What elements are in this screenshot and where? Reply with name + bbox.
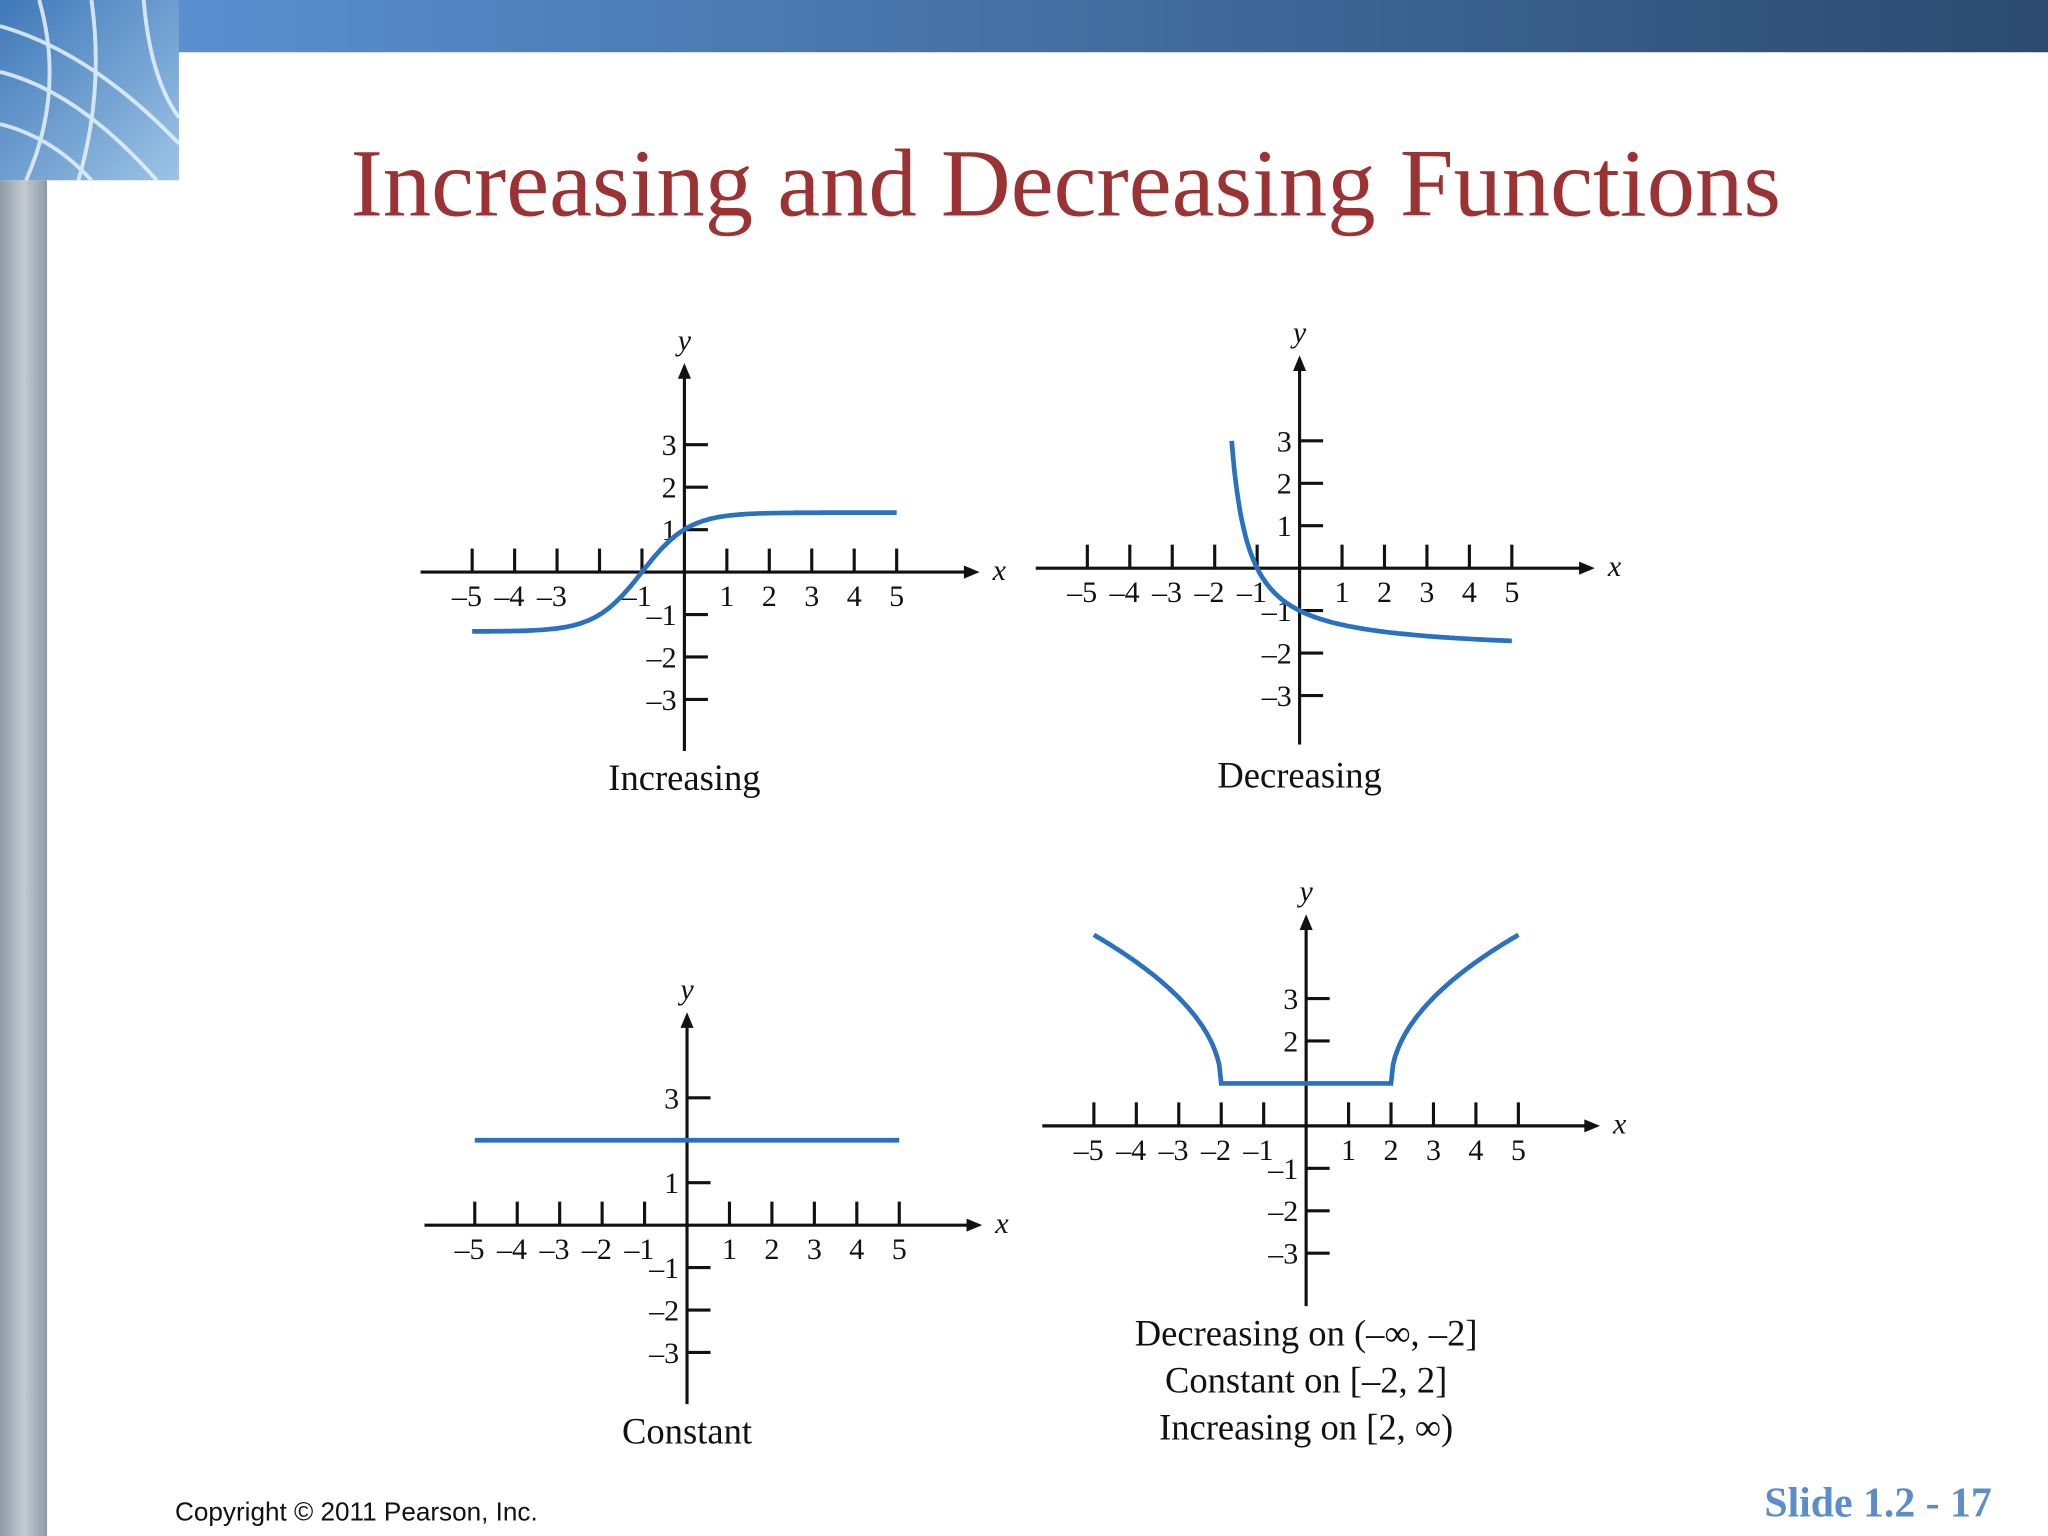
caption: Decreasing	[1217, 755, 1381, 796]
y-arrow	[1293, 355, 1307, 371]
y-tick-label: –1	[1267, 1153, 1298, 1186]
y-tick-label: 2	[1283, 1025, 1298, 1058]
x-arrow	[1579, 561, 1595, 575]
x-tick-label: –1	[1242, 1134, 1273, 1167]
x-tick-label: 5	[1511, 1134, 1526, 1167]
y-axis-label: y	[677, 973, 694, 1006]
y-tick-label: 3	[664, 1082, 679, 1115]
y-tick-label: –2	[1267, 1195, 1298, 1228]
x-tick-label: –5	[454, 1233, 485, 1266]
side-bar	[0, 180, 48, 1536]
x-tick-label: 4	[847, 580, 862, 613]
copyright: Copyright © 2011 Pearson, Inc.	[175, 1496, 538, 1526]
y-tick-label: 2	[662, 472, 677, 505]
x-tick-label: –3	[1158, 1134, 1189, 1167]
x-axis-label: x	[992, 554, 1007, 587]
x-tick-label: –1	[1236, 576, 1267, 609]
x-tick-label: 3	[804, 580, 819, 613]
y-tick-label: 3	[662, 429, 677, 462]
x-axis-label: x	[994, 1207, 1009, 1240]
x-tick-label: 4	[1468, 1134, 1483, 1167]
x-tick-label: 4	[849, 1233, 864, 1266]
y-tick-label: –3	[1261, 680, 1292, 713]
y-tick-label: 3	[1277, 425, 1292, 458]
graph: xy–5 –4 –3 –2 –1 1 2 3 4 531–1–2–3	[424, 973, 1009, 1405]
x-tick-label: –1	[623, 1233, 654, 1266]
y-tick-label: –2	[1261, 638, 1292, 671]
x-tick-label: –4	[1115, 1134, 1146, 1167]
x-tick-label: 2	[762, 580, 777, 613]
x-axis-label: x	[1612, 1108, 1627, 1141]
y-arrow	[680, 1012, 694, 1028]
x-tick-label: –1	[621, 580, 652, 613]
caption: Increasing	[608, 757, 760, 798]
x-tick-label: 2	[1384, 1134, 1399, 1167]
x-tick-label: 2	[764, 1233, 779, 1266]
y-tick-label: –2	[646, 641, 677, 674]
x-tick-label: –2	[581, 1233, 612, 1266]
caption: Decreasing on (–∞, –2]	[1135, 1312, 1478, 1353]
y-tick-label: –3	[646, 684, 677, 717]
x-tick-label: –2	[1193, 576, 1224, 609]
x-tick-label: 5	[889, 580, 904, 613]
x-arrow	[1584, 1119, 1600, 1133]
x-tick-label: 1	[1341, 1134, 1356, 1167]
y-tick-label: 1	[1277, 510, 1292, 543]
slide-title: Increasing and Decreasing Functions	[351, 130, 1781, 237]
x-tick-label: 2	[1377, 576, 1392, 609]
x-tick-label: –5	[1073, 1134, 1104, 1167]
x-tick-label: 1	[1335, 576, 1350, 609]
y-tick-label: –3	[1267, 1238, 1298, 1271]
corner-picture	[0, 0, 181, 182]
y-axis-label: y	[1296, 875, 1313, 908]
x-tick-label: –3	[538, 1233, 569, 1266]
x-tick-label: –4	[496, 1233, 527, 1266]
x-tick-label: 1	[719, 580, 734, 613]
y-tick-label: 3	[1283, 983, 1298, 1016]
x-tick-label: –4	[493, 580, 524, 613]
y-tick-label: –2	[648, 1294, 679, 1327]
x-tick-label: –5	[1066, 576, 1097, 609]
y-arrow	[677, 363, 691, 379]
slide-number: Slide 1.2 - 17	[1764, 1480, 1992, 1526]
x-tick-label: 1	[722, 1233, 737, 1266]
y-axis-label: y	[1290, 316, 1307, 349]
y-tick-label: –1	[648, 1252, 679, 1285]
x-arrow	[966, 1218, 983, 1232]
x-tick-label: –5	[451, 580, 482, 613]
x-tick-label: 4	[1462, 576, 1477, 609]
y-tick-label: –1	[1261, 595, 1292, 628]
top-bar	[176, 0, 2048, 53]
y-tick-label: 2	[1277, 468, 1292, 501]
x-tick-label: –3	[1151, 576, 1182, 609]
y-tick-label: –3	[648, 1337, 679, 1370]
caption: Constant on [–2, 2]	[1165, 1359, 1447, 1400]
x-tick-label: 3	[1419, 576, 1434, 609]
x-tick-label: –3	[536, 580, 567, 613]
x-tick-label: 3	[807, 1233, 822, 1266]
caption: Constant	[622, 1410, 752, 1451]
y-arrow	[1299, 914, 1313, 930]
x-tick-label: –2	[1200, 1134, 1231, 1167]
x-tick-label: –4	[1109, 576, 1140, 609]
x-axis-label: x	[1607, 550, 1622, 583]
y-axis-label: y	[675, 324, 692, 357]
curve	[472, 510, 897, 634]
curve	[1092, 932, 1520, 1086]
x-arrow	[963, 565, 980, 579]
x-tick-label: 5	[892, 1233, 907, 1266]
graph: xy–5 –4 –3 –2 –1 1 2 3 4 532–1–2–3	[1042, 875, 1627, 1307]
x-tick-label: 5	[1504, 576, 1519, 609]
curve	[1229, 440, 1512, 644]
y-tick-label: –1	[646, 599, 677, 632]
y-tick-label: 1	[664, 1167, 679, 1200]
x-tick-label: 3	[1426, 1134, 1441, 1167]
caption: Increasing on [2, ∞)	[1159, 1406, 1453, 1447]
